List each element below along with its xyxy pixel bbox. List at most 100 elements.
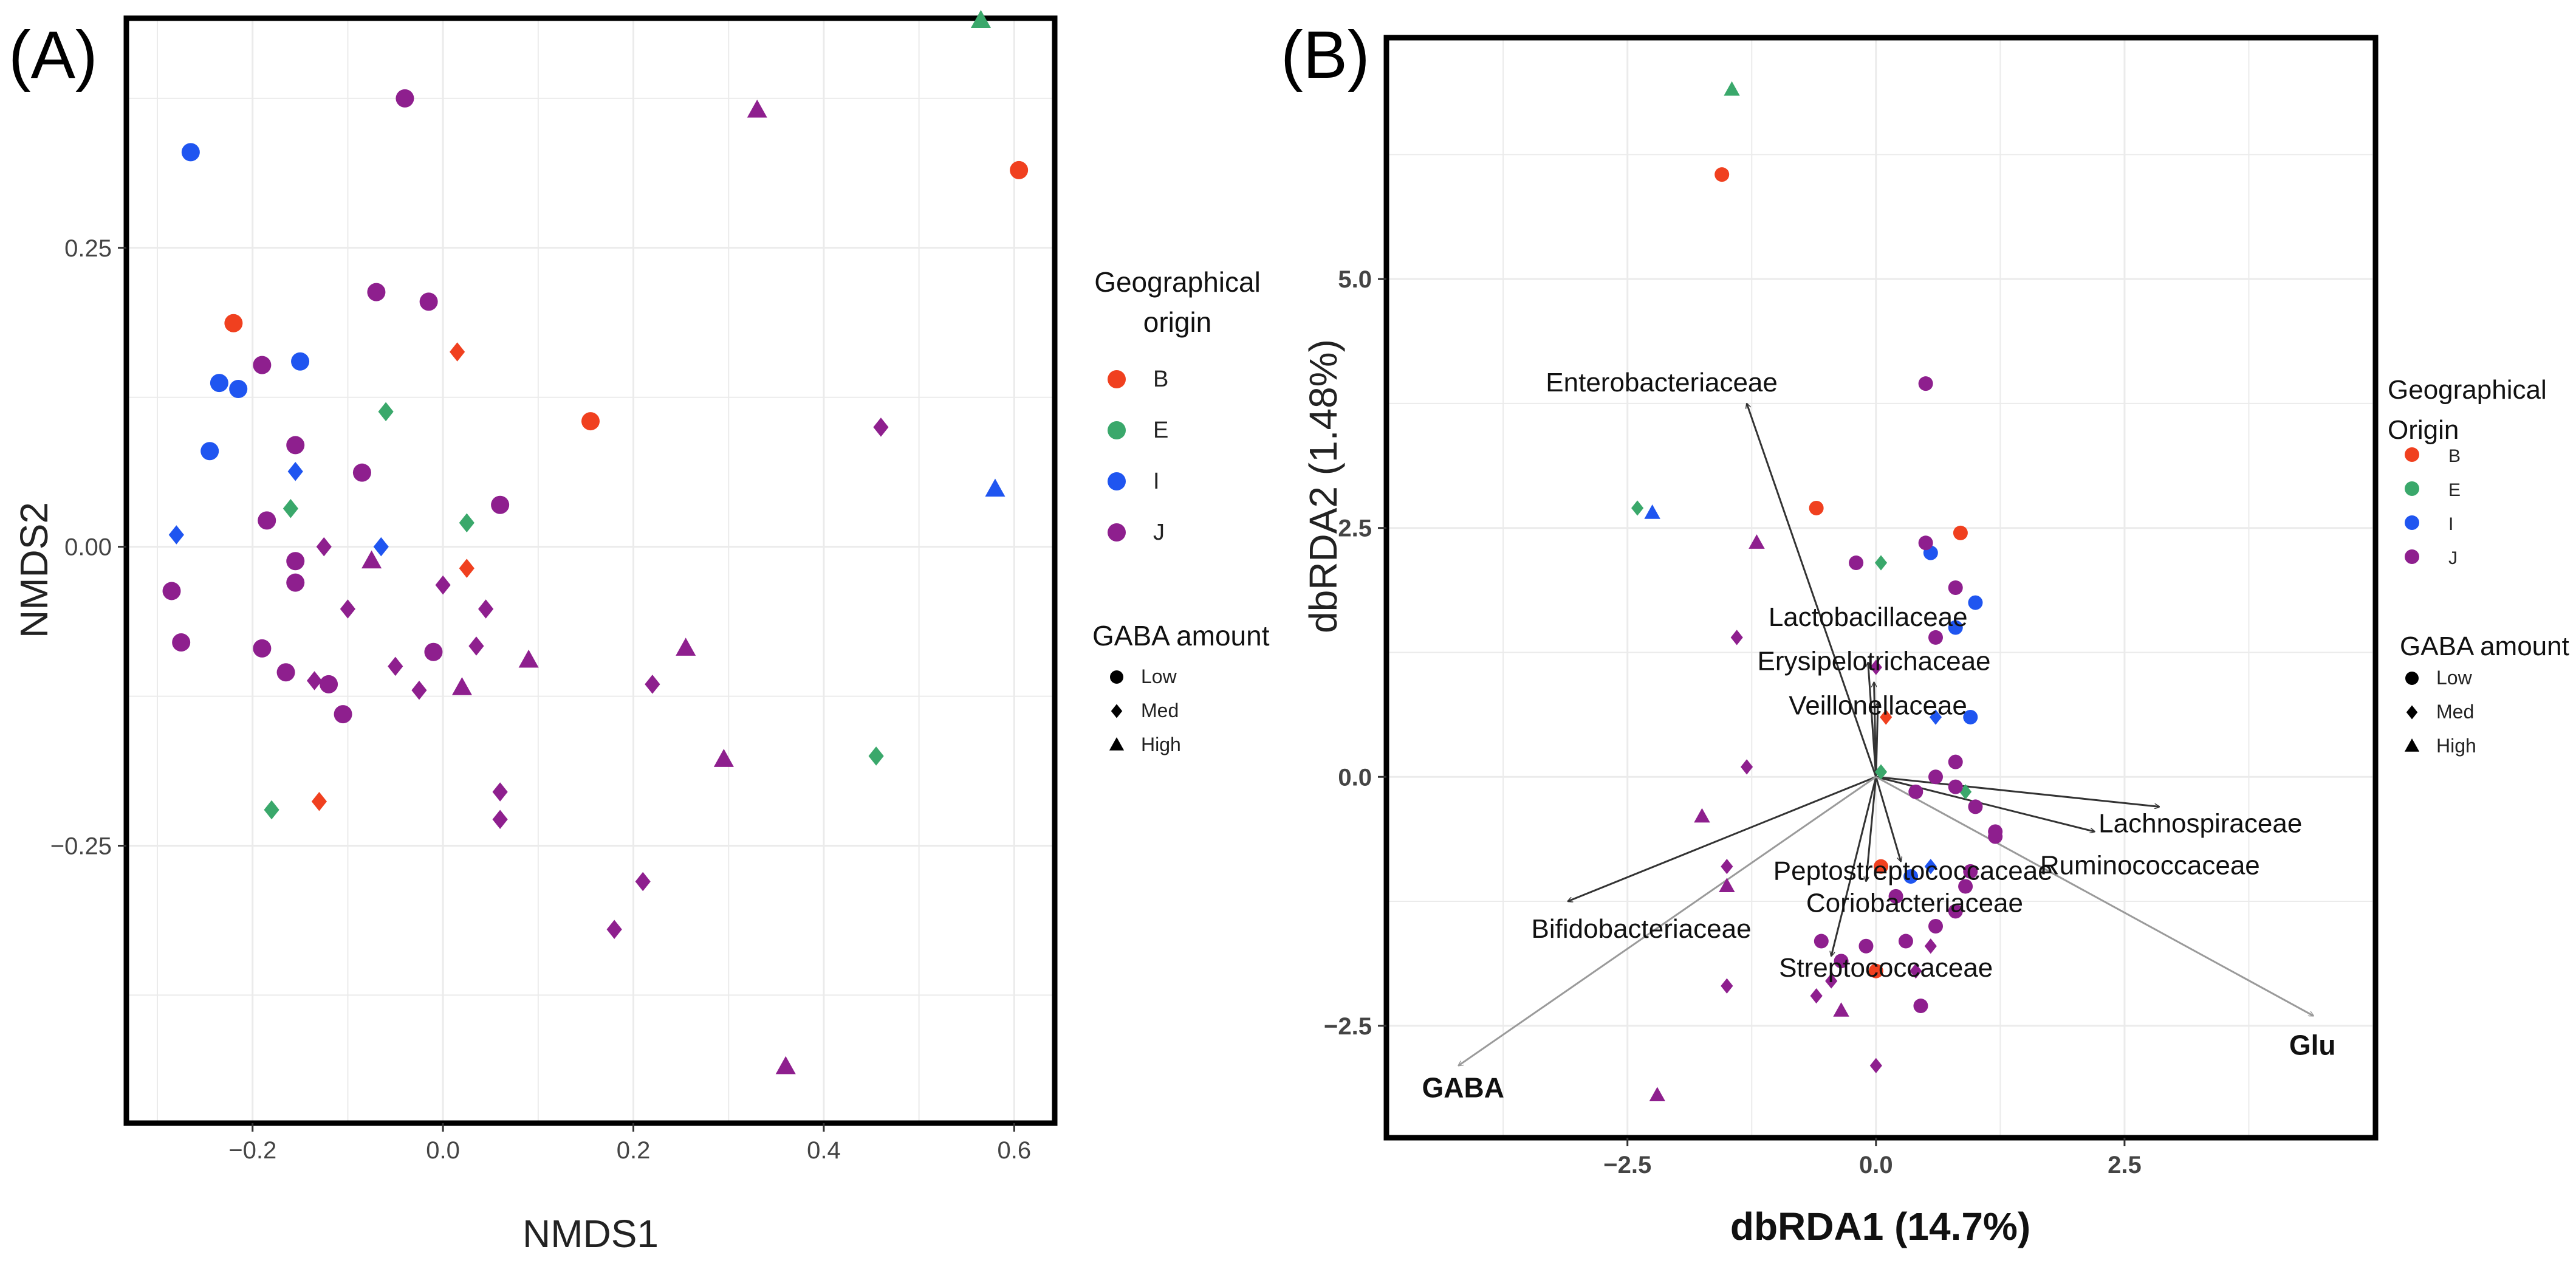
panel-b-label: (B) (1281, 18, 1370, 92)
data-point (286, 436, 305, 455)
panel-b-vector-labels: Enterobacteriaceae Lactobacillaceae Erysip… (1422, 368, 2336, 1103)
panel-b-xlabel: dbRDA1 (14.7%) (1730, 1205, 2030, 1248)
y-tick-label: −0.25 (50, 833, 112, 860)
vector-label: Peptostreptococcaceae (1773, 856, 2053, 886)
panel-a-label: (A) (9, 18, 98, 92)
data-point (1809, 500, 1824, 515)
data-point (1924, 859, 1937, 875)
legend-key-E (1108, 421, 1126, 439)
data-point (1834, 954, 1849, 969)
vector-label: Enterobacteriaceae (1546, 368, 1778, 397)
data-point (1898, 934, 1913, 949)
data-point (435, 575, 451, 595)
data-point (172, 633, 191, 652)
data-point (264, 800, 279, 820)
data-point (286, 573, 305, 592)
legend-label: Low (2436, 667, 2473, 689)
data-point (1918, 376, 1933, 391)
data-point (1874, 764, 1888, 780)
data-point (1721, 978, 1733, 994)
x-tick-label: −2.5 (1603, 1152, 1651, 1178)
x-tick-label: 0.4 (807, 1137, 841, 1164)
data-point (1928, 918, 1943, 934)
data-point (1730, 630, 1743, 645)
data-point (713, 749, 734, 767)
legend-label: Med (1141, 700, 1179, 721)
data-point (1644, 504, 1660, 519)
panel-b-vectors (1459, 404, 2314, 1065)
legend-key-low (1110, 670, 1123, 684)
x-tick-label: 0.6 (998, 1137, 1032, 1164)
vector-label: Veillonellaceae (1789, 690, 1967, 720)
vector-arrow (1747, 404, 1877, 777)
legend-key-low (2405, 672, 2419, 685)
data-point (224, 314, 243, 332)
data-point (316, 537, 332, 557)
legend-key-med (1111, 704, 1123, 718)
data-point (424, 642, 443, 661)
panel-b-ticks: −2.5 0.0 2.5 −2.5 0.0 2.5 5.0 (1324, 266, 2142, 1178)
data-point (1928, 769, 1943, 785)
vector-arrow (1875, 776, 2159, 806)
data-point (1888, 889, 1903, 904)
data-point (1749, 534, 1765, 549)
vector-label: Bifidobacteriaceae (1532, 914, 1752, 944)
y-tick-label: 2.5 (1338, 515, 1372, 542)
legend-title: GABA amount (1092, 620, 1270, 652)
panel-a-ylabel: NMDS2 (12, 502, 56, 638)
legend-label: E (2448, 480, 2461, 500)
data-point (1988, 824, 2003, 839)
data-point (1825, 973, 1838, 989)
data-point (306, 671, 323, 690)
data-point (1874, 555, 1888, 571)
data-point (334, 705, 352, 724)
data-point (1918, 535, 1933, 551)
data-point (168, 525, 184, 545)
data-point (1948, 779, 1963, 794)
data-point (1903, 869, 1919, 884)
data-point (1880, 709, 1893, 725)
legend-title: Origin (2388, 415, 2459, 445)
legend-label: I (2448, 514, 2453, 534)
data-point (1631, 500, 1644, 516)
data-point (1963, 864, 1978, 879)
legend-label: B (1153, 366, 1168, 392)
data-point (459, 513, 474, 533)
vector-arrow (1875, 776, 2095, 831)
data-point (373, 537, 389, 557)
data-point (253, 639, 272, 658)
data-point (676, 638, 696, 656)
vector-label: Streptococcaceae (1779, 953, 1993, 983)
x-tick-label: 0.0 (1859, 1152, 1893, 1178)
data-point (1968, 799, 1983, 814)
y-tick-label: 0.25 (64, 235, 112, 262)
data-point (1714, 167, 1730, 182)
legend-key-J (1108, 523, 1126, 542)
data-point (320, 675, 338, 693)
legend-label: E (1153, 418, 1168, 443)
legend-key-E (2405, 481, 2419, 496)
data-point (1953, 525, 1968, 540)
data-point (1948, 904, 1963, 919)
x-tick-label: 0.0 (426, 1137, 460, 1164)
data-point (1948, 754, 1963, 769)
legend-label: Low (1141, 665, 1177, 687)
legend-title: Geographical (1094, 266, 1261, 298)
data-point (378, 402, 394, 422)
x-tick-label: −0.2 (228, 1137, 276, 1164)
panel-a-points (162, 10, 1029, 1075)
vector-arrow (1875, 776, 1901, 861)
data-point (1810, 988, 1823, 1004)
x-tick-label: 0.2 (617, 1137, 651, 1164)
data-point (606, 920, 622, 939)
legend-key-B (2405, 447, 2419, 462)
data-point (868, 746, 884, 766)
data-point (492, 782, 508, 802)
legend-key-I (2405, 515, 2419, 530)
data-point (491, 495, 510, 514)
data-point (645, 675, 660, 694)
data-point (1833, 1002, 1849, 1017)
data-point (581, 412, 600, 431)
data-point (1010, 160, 1029, 179)
